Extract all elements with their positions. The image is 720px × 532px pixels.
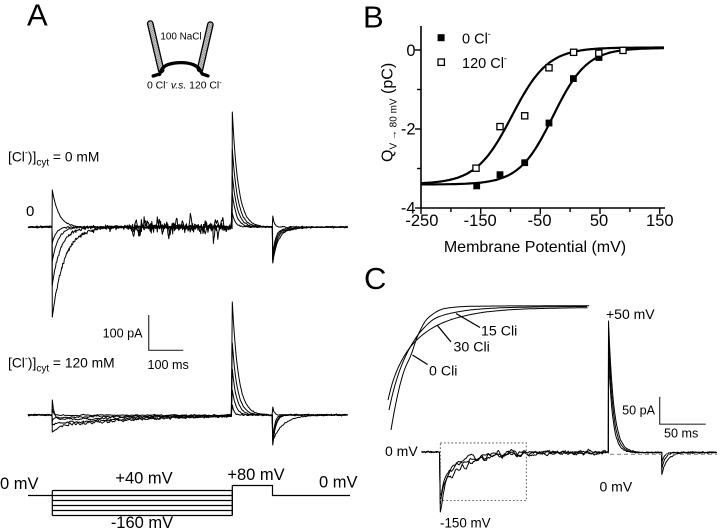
svg-text:0 mV: 0 mV (600, 479, 633, 495)
svg-text:+50 mV: +50 mV (606, 306, 655, 322)
svg-text:C: C (364, 261, 386, 296)
svg-text:120 Cl-: 120 Cl- (462, 54, 507, 73)
svg-text:-150: -150 (464, 212, 497, 230)
svg-text:50 pA: 50 pA (622, 404, 656, 418)
svg-text:B: B (363, 0, 384, 35)
svg-text:-2: -2 (401, 121, 416, 139)
svg-text:A: A (27, 0, 48, 33)
svg-text:0: 0 (26, 203, 34, 220)
svg-text:100 NaCl: 100 NaCl (160, 32, 201, 43)
svg-text:0 mV: 0 mV (385, 443, 418, 459)
svg-text:+40 mV: +40 mV (115, 470, 172, 488)
svg-text:0 Cli: 0 Cli (429, 364, 457, 380)
svg-text:50: 50 (590, 212, 608, 230)
svg-text:-250: -250 (405, 212, 438, 230)
svg-text:[Cl-)]cyt = 120 mM: [Cl-)]cyt = 120 mM (8, 354, 115, 375)
svg-text:+80 mV: +80 mV (227, 466, 284, 484)
svg-text:[Cl-)]cyt = 0 mM: [Cl-)]cyt = 0 mM (8, 148, 99, 169)
svg-text:-150 mV: -150 mV (440, 516, 491, 531)
svg-text:50 ms: 50 ms (664, 427, 698, 441)
svg-text:30 Cli: 30 Cli (454, 340, 490, 356)
svg-text:0 mV: 0 mV (0, 475, 39, 493)
svg-text:0 mV: 0 mV (319, 474, 358, 492)
svg-text:150: 150 (646, 212, 674, 230)
svg-text:15 Cli: 15 Cli (481, 324, 517, 340)
svg-text:-160 mV: -160 mV (111, 514, 173, 532)
svg-text:-50: -50 (528, 212, 552, 230)
svg-text:-4: -4 (401, 200, 416, 218)
svg-text:0 Cl-: 0 Cl- (462, 29, 491, 48)
svg-text:Membrane Potential (mV): Membrane Potential (mV) (444, 239, 626, 256)
svg-text:100 ms: 100 ms (148, 358, 189, 372)
svg-text:0: 0 (406, 42, 415, 60)
svg-text:100 pA: 100 pA (103, 327, 144, 341)
svg-text:0 Cl- v.s. 120 Cl-: 0 Cl- v.s. 120 Cl- (147, 78, 222, 92)
